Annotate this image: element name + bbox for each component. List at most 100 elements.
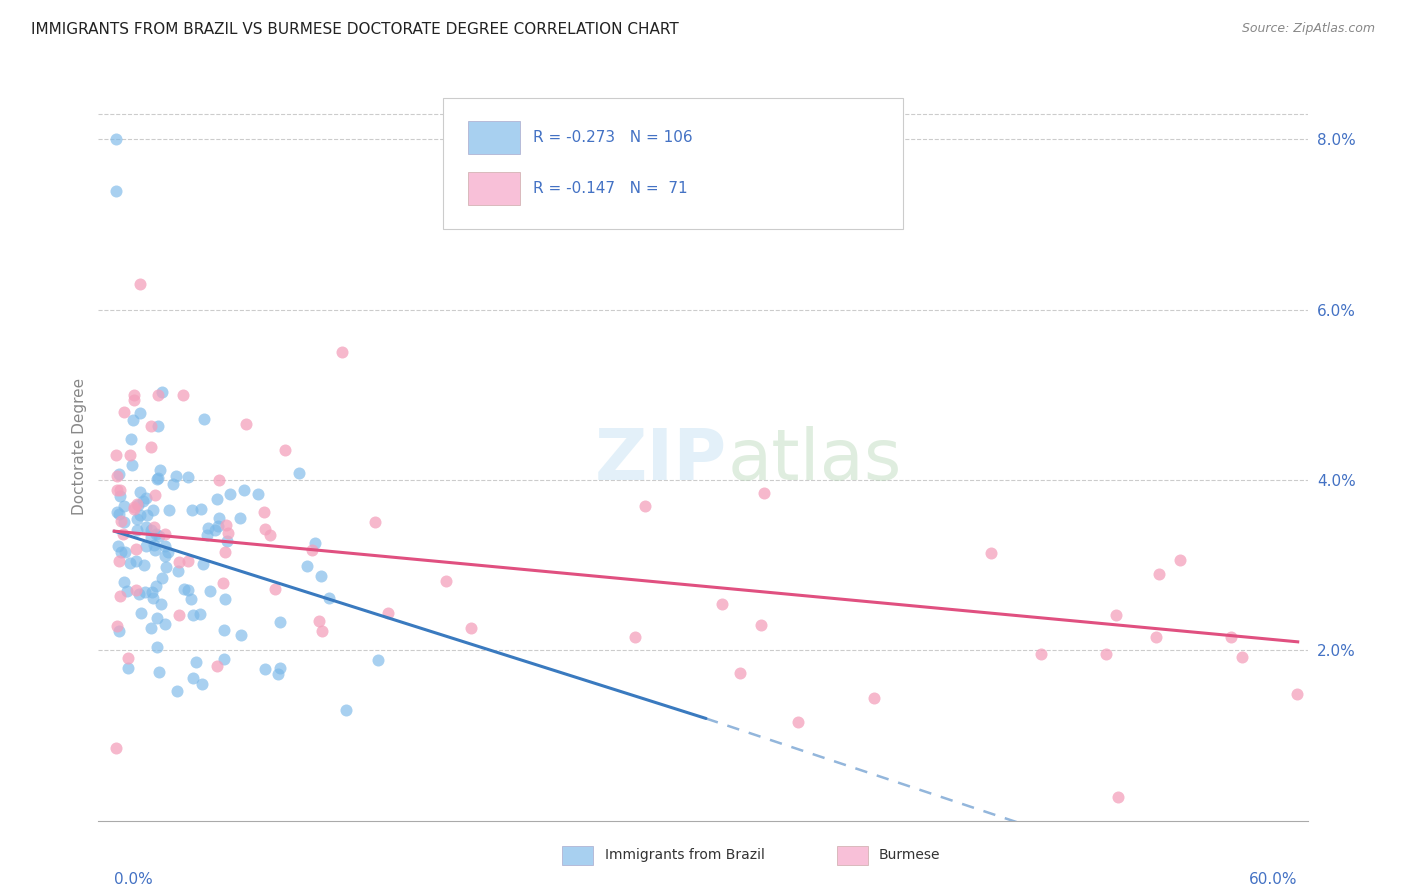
Point — [125, 542, 148, 557]
Point — [217, 526, 239, 541]
Point — [180, 503, 202, 517]
Point — [1147, 566, 1170, 581]
Point — [125, 582, 148, 597]
Text: ZIP: ZIP — [595, 426, 727, 495]
FancyBboxPatch shape — [468, 172, 520, 205]
Point — [204, 523, 226, 537]
Point — [233, 483, 256, 498]
Y-axis label: Doctorate Degree: Doctorate Degree — [72, 377, 87, 515]
Text: Source: ZipAtlas.com: Source: ZipAtlas.com — [1241, 22, 1375, 36]
Point — [301, 543, 323, 558]
Point — [1230, 650, 1253, 665]
Point — [155, 616, 177, 631]
Point — [269, 615, 291, 630]
Point — [288, 466, 311, 480]
Point — [162, 477, 184, 491]
Point — [122, 388, 145, 402]
Point — [172, 388, 194, 402]
Point — [110, 515, 132, 529]
Point — [335, 703, 357, 717]
Point — [118, 448, 141, 462]
Point — [728, 665, 751, 680]
Point — [297, 559, 319, 574]
Point — [141, 440, 163, 454]
Point — [308, 614, 330, 628]
Point — [135, 539, 157, 553]
Point — [167, 607, 190, 622]
Point — [128, 484, 150, 499]
Point — [253, 662, 276, 676]
Point — [749, 618, 772, 632]
Point — [143, 538, 166, 552]
Point — [145, 611, 167, 625]
Point — [108, 624, 131, 638]
Point — [105, 184, 128, 198]
Point — [117, 661, 139, 675]
Point — [125, 497, 148, 511]
Point — [367, 653, 389, 667]
Point — [148, 529, 170, 543]
Point — [129, 508, 152, 522]
Point — [146, 640, 169, 654]
Point — [141, 584, 163, 599]
Point — [121, 413, 143, 427]
Text: atlas: atlas — [727, 426, 901, 495]
Point — [127, 499, 149, 513]
Point — [624, 631, 647, 645]
Point — [145, 526, 167, 541]
Point — [177, 554, 200, 568]
Point — [207, 659, 229, 673]
Point — [108, 507, 131, 521]
Point — [247, 486, 270, 500]
Point — [1219, 630, 1241, 644]
Point — [112, 515, 135, 529]
Point — [122, 392, 145, 407]
Text: 0.0%: 0.0% — [114, 871, 153, 887]
Point — [148, 665, 170, 679]
Point — [166, 564, 188, 578]
Point — [166, 684, 188, 698]
Point — [177, 582, 200, 597]
Point — [1105, 608, 1128, 623]
Point — [198, 583, 221, 598]
Point — [186, 655, 208, 669]
Point — [214, 591, 236, 606]
Point — [711, 597, 734, 611]
Point — [786, 714, 808, 729]
Point — [460, 621, 482, 635]
Point — [253, 505, 276, 519]
Point — [132, 493, 155, 508]
Point — [215, 534, 238, 549]
Point — [1094, 647, 1116, 661]
Point — [110, 589, 132, 603]
Point — [155, 559, 177, 574]
Point — [105, 619, 128, 633]
Point — [1144, 631, 1167, 645]
Point — [114, 545, 136, 559]
Point — [191, 677, 214, 691]
Point — [136, 508, 159, 522]
Point — [634, 499, 657, 513]
Point — [134, 558, 156, 573]
Point — [165, 469, 187, 483]
Point — [318, 591, 340, 606]
Point — [139, 530, 162, 544]
Point — [863, 690, 886, 705]
Point — [105, 448, 128, 462]
Point — [156, 545, 179, 559]
Point — [155, 539, 177, 553]
Point — [105, 740, 128, 755]
Point — [1029, 647, 1052, 661]
FancyBboxPatch shape — [468, 121, 520, 153]
Point — [141, 621, 163, 635]
Point — [155, 549, 177, 564]
Point — [197, 521, 219, 535]
Point — [112, 405, 135, 419]
Point — [149, 597, 172, 611]
Point — [153, 527, 176, 541]
Point — [177, 470, 200, 484]
Point — [120, 432, 142, 446]
Point — [149, 463, 172, 477]
Point — [142, 591, 165, 606]
Point — [139, 418, 162, 433]
